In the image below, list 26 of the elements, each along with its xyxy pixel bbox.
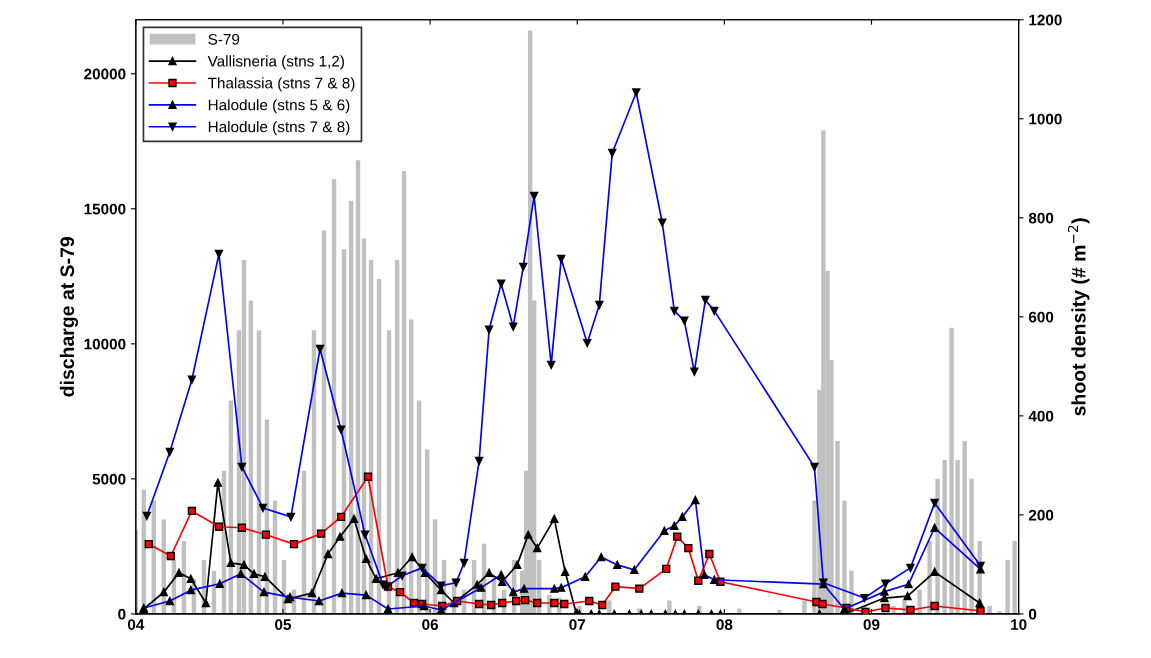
y-tick-label: 15000 xyxy=(84,203,126,215)
x-tick-label: 05 xyxy=(275,619,292,630)
x-tick-label: 04 xyxy=(127,619,145,630)
y-axis-title: discharge at S-79 xyxy=(59,237,79,397)
y2-tick-label: 600 xyxy=(1028,311,1054,323)
y-tick-label: 20000 xyxy=(84,68,126,80)
y2-tick-label: 200 xyxy=(1028,509,1054,521)
x-tick-label: 07 xyxy=(569,619,586,630)
y-tick-label: 10000 xyxy=(84,338,126,350)
y2-tick-label: 800 xyxy=(1028,212,1054,224)
y-tick-label: 5000 xyxy=(92,473,126,485)
x-tick-label: 06 xyxy=(422,619,439,630)
legend-label: Thalassia (stns 7 & 8) xyxy=(207,77,355,92)
x-tick-label: 10 xyxy=(1011,619,1027,630)
x-tick-label: 08 xyxy=(716,619,733,630)
y2-tick-label: 400 xyxy=(1028,410,1054,422)
y2-tick-label: 1000 xyxy=(1029,113,1062,125)
y2-axis-title: shoot density (# m$^{−2}$) xyxy=(1067,218,1090,416)
y2-tick-label: 1200 xyxy=(1029,14,1062,26)
legend-label: Vallisneria (stns 1,2) xyxy=(207,55,344,70)
legend-label: Halodule (stns 5 & 6) xyxy=(208,99,350,114)
y-tick-label: 0 xyxy=(118,608,126,620)
y2-tick-label: 0 xyxy=(1028,608,1037,620)
x-tick-label: 09 xyxy=(863,619,880,630)
legend-label: Halodule (stns 7 & 8) xyxy=(208,121,350,136)
legend-label: S-79 xyxy=(208,33,240,45)
